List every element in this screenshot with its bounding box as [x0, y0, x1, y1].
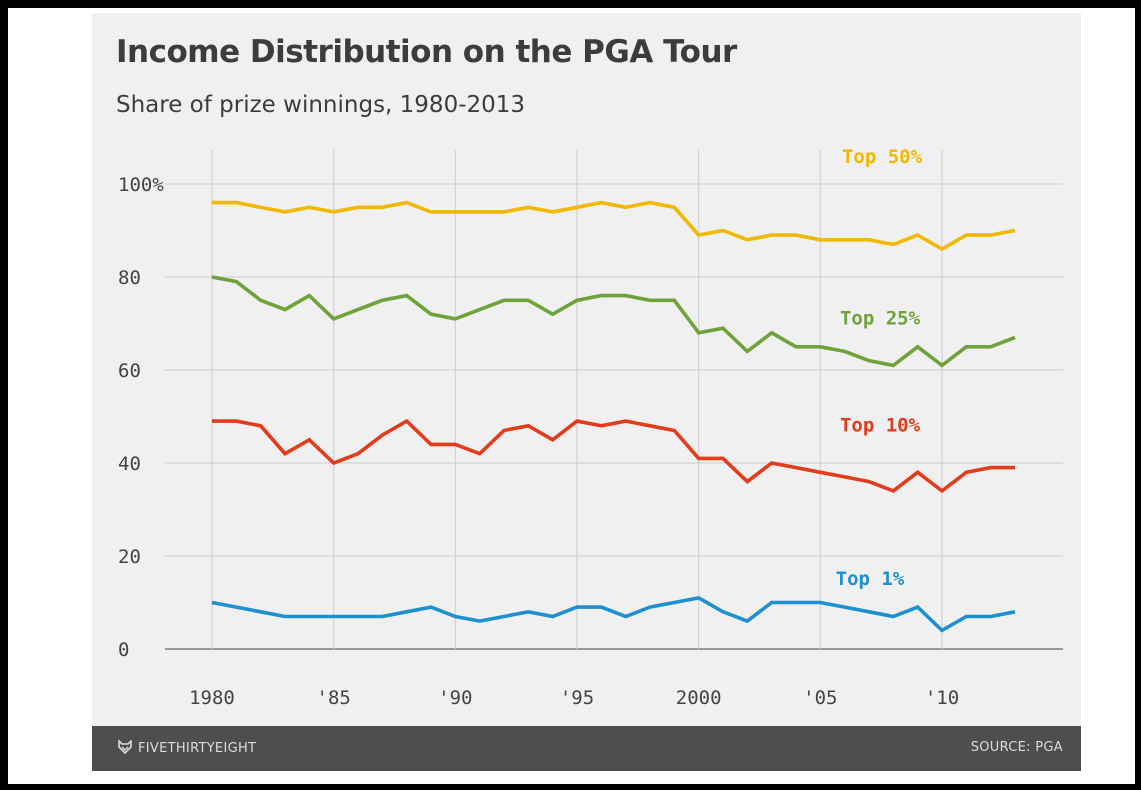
x-tick-label: 2000: [676, 687, 722, 709]
x-tick-label: 1980: [189, 687, 235, 709]
chart-card: [92, 13, 1081, 771]
y-tick-label: 100%: [118, 174, 164, 196]
y-tick-label: 0: [118, 639, 129, 661]
series-line-3: [212, 418, 1015, 494]
grid-layer: [165, 150, 1063, 650]
x-tick-label: '85: [317, 687, 351, 709]
y-tick-label: 60: [118, 360, 141, 382]
y-tick-label: 80: [118, 267, 141, 289]
series-layer: [211, 200, 1016, 633]
series-label: Top 25%: [840, 307, 921, 329]
series-label: Top 10%: [840, 414, 921, 436]
x-tick-label: '95: [560, 687, 594, 709]
source-note: SOURCE: PGA: [970, 740, 1063, 755]
y-tick-label: 40: [118, 453, 141, 475]
series-label: Top 1%: [836, 568, 905, 590]
series-line-1: [212, 200, 1016, 252]
fox-icon: [118, 740, 132, 754]
label-layer: Top 50% Top 25% Top 10% Top 1%: [836, 146, 923, 590]
chart-subtitle: Share of prize winnings, 1980-2013: [116, 92, 526, 118]
axis-layer: 0 20 40 60 80 100% 1980 '85 '90 '95 2000 '05 '10: [118, 174, 959, 709]
series-line-4: [211, 596, 1016, 633]
series-label: Top 50%: [842, 146, 923, 168]
brand-name: FIVETHIRTYEIGHT: [138, 741, 257, 756]
x-tick-label: '90: [438, 687, 472, 709]
chart-title: Income Distribution on the PGA Tour: [116, 34, 737, 70]
series-line-2: [211, 275, 1016, 368]
y-tick-label: 20: [118, 546, 141, 568]
footer-bar: FIVETHIRTYEIGHT SOURCE: PGA: [92, 726, 1081, 771]
x-tick-label: '05: [803, 687, 837, 709]
x-tick-label: '10: [925, 687, 959, 709]
brand: FIVETHIRTYEIGHT: [118, 740, 256, 756]
